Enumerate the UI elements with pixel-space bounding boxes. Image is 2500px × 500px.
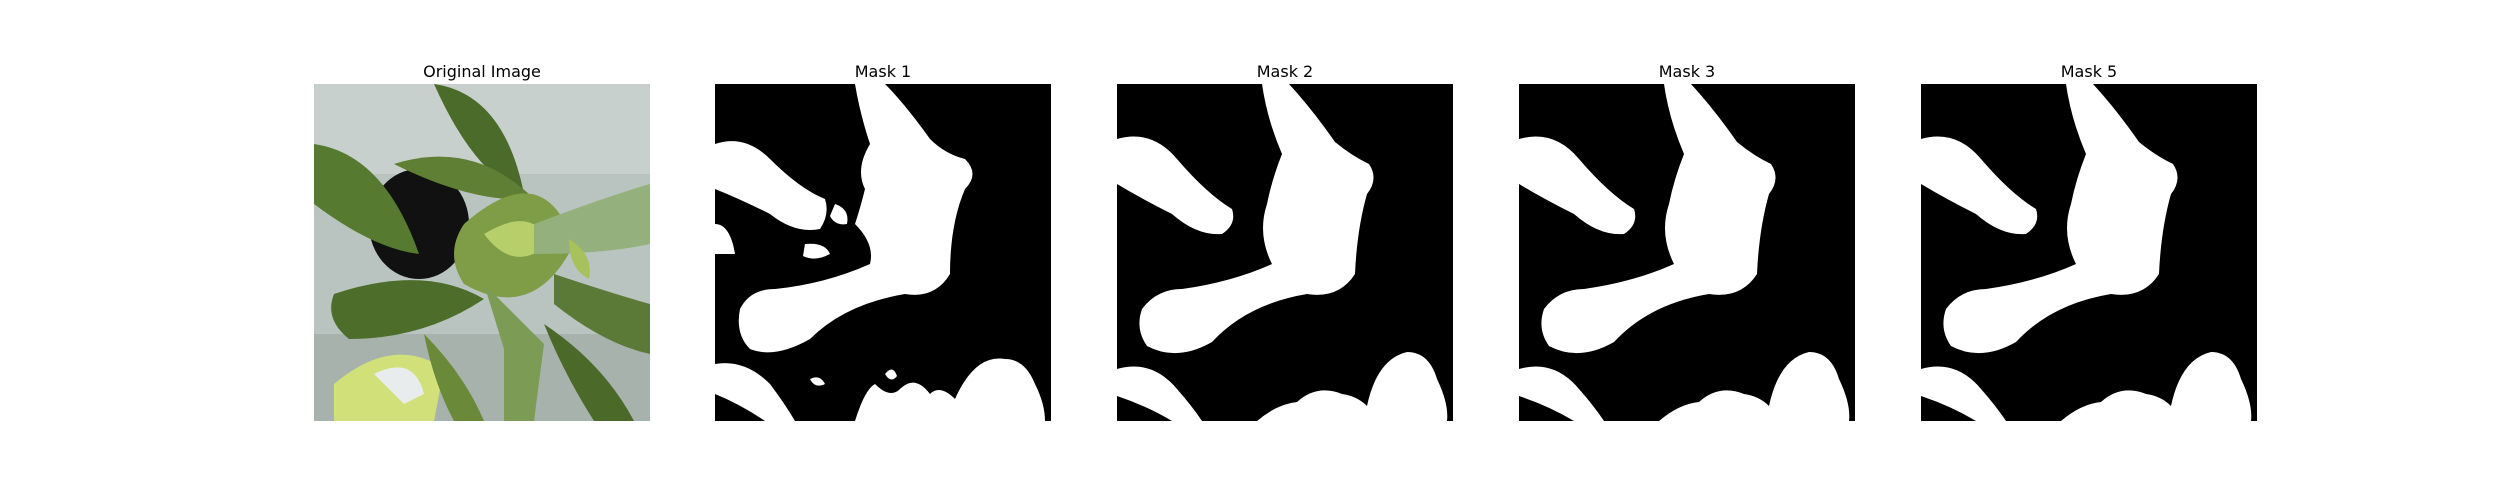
- mask-5-panel: Mask 5: [1921, 62, 2257, 421]
- mask-5-image: [1921, 84, 2257, 421]
- panel-title: Mask 2: [1256, 62, 1314, 81]
- original-image-panel: Original Image: [314, 62, 650, 421]
- panel-title: Mask 1: [854, 62, 912, 81]
- original-image: [314, 84, 650, 421]
- mask-3-image: [1519, 84, 1855, 421]
- mask-1-image: [715, 84, 1051, 421]
- mask-2-image: [1117, 84, 1453, 421]
- mask-2-panel: Mask 2: [1117, 62, 1453, 421]
- panel-title: Mask 3: [1658, 62, 1716, 81]
- panel-title: Original Image: [423, 62, 541, 81]
- panel-title: Mask 5: [2060, 62, 2118, 81]
- mask-1-panel: Mask 1: [715, 62, 1051, 421]
- mask-3-panel: Mask 3: [1519, 62, 1855, 421]
